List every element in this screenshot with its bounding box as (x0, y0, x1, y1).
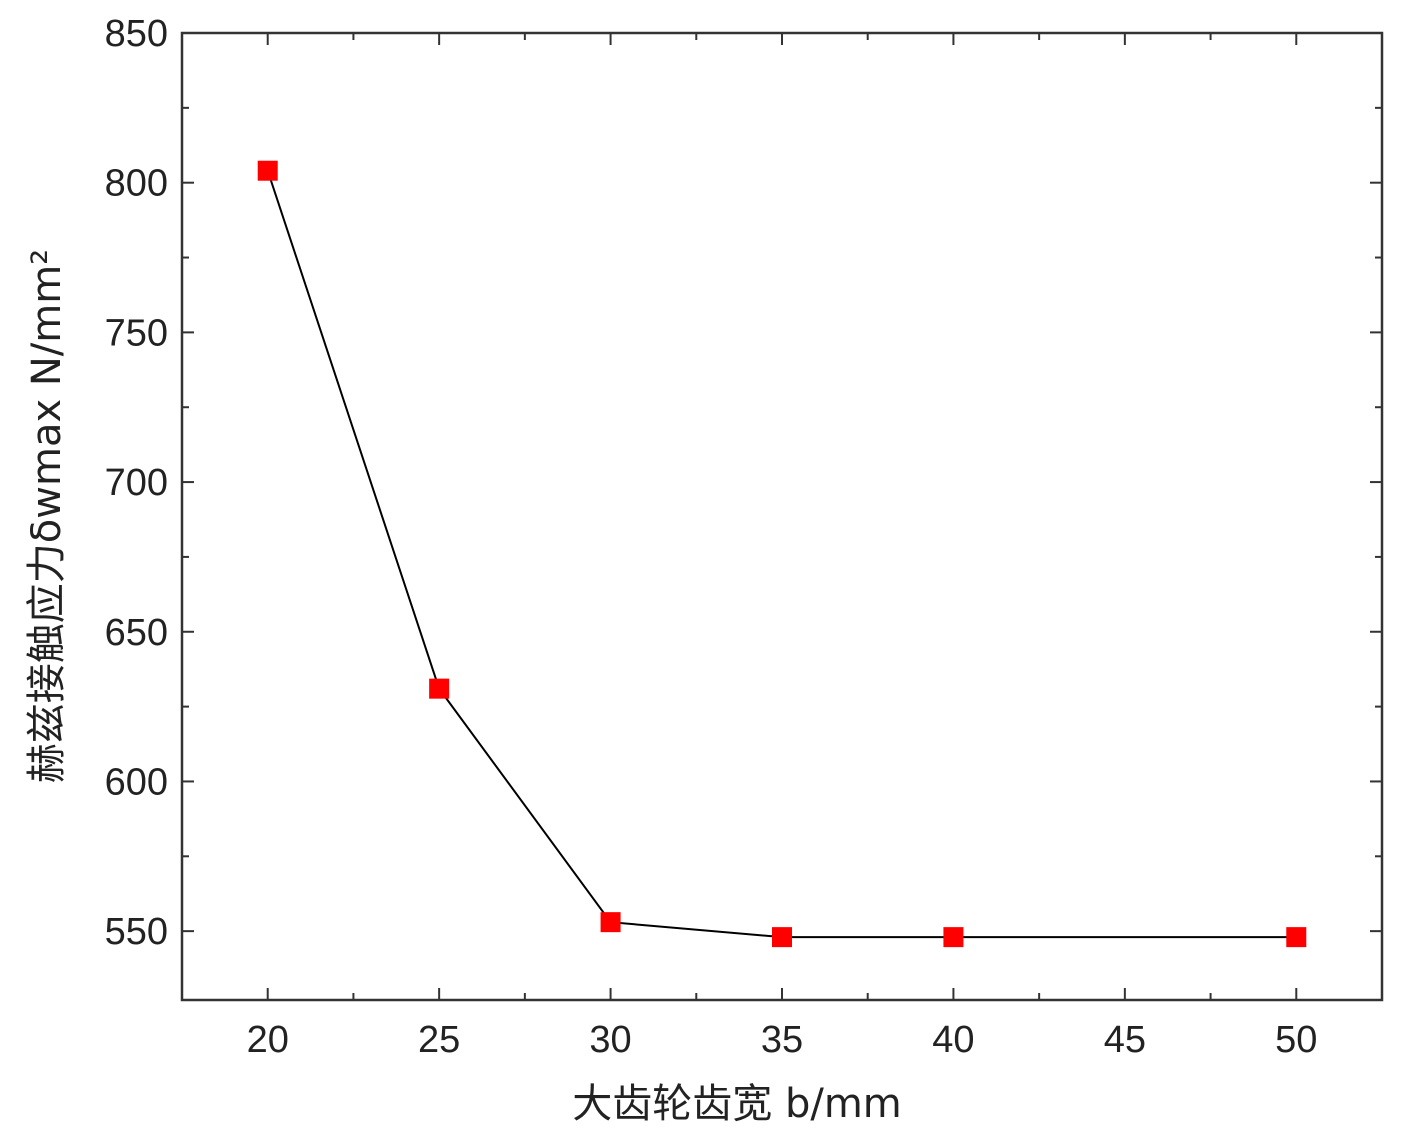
x-tick-label: 40 (932, 1019, 974, 1061)
data-point (600, 912, 621, 933)
y-axis-title: 赫兹接触应力δwmax N/mm² (24, 249, 70, 783)
y-tick-label: 650 (105, 612, 168, 654)
y-tick-label: 600 (105, 761, 168, 803)
series-line (266, 170, 1297, 939)
x-tick-label: 30 (589, 1019, 631, 1061)
x-axis-title: 大齿轮齿宽 b/mm (572, 1081, 902, 1127)
y-tick-label: 550 (105, 911, 168, 953)
x-axis-ticks: 20 25 30 35 40 45 50 (247, 33, 1317, 1061)
plot-frame (180, 31, 1384, 1002)
data-point (943, 927, 964, 948)
x-tick-label: 25 (418, 1019, 460, 1061)
x-tick-label: 35 (761, 1019, 803, 1061)
x-tick-label: 45 (1104, 1019, 1146, 1061)
x-tick-label: 20 (247, 1019, 289, 1061)
y-axis-ticks: 550 600 650 700 750 800 850 (105, 13, 1382, 953)
y-tick-label: 800 (105, 163, 168, 205)
y-tick-label: 700 (105, 462, 168, 504)
x-tick-label: 50 (1275, 1019, 1317, 1061)
y-tick-label: 750 (105, 312, 168, 354)
data-point (772, 927, 792, 948)
data-point (1286, 927, 1307, 948)
series-group (257, 160, 1307, 948)
y-tick-label: 850 (105, 13, 168, 55)
data-point (429, 678, 450, 699)
data-point (257, 160, 278, 181)
